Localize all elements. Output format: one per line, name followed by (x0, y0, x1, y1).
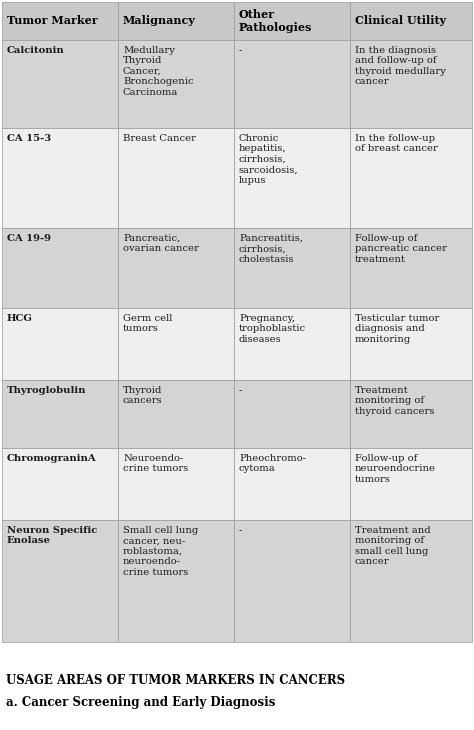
Text: -: - (239, 46, 242, 55)
Bar (234, 380, 350, 448)
Text: HCG: HCG (7, 314, 33, 323)
Text: Pancreatic,
ovarian cancer: Pancreatic, ovarian cancer (123, 234, 199, 253)
Text: Thyroid
cancers: Thyroid cancers (123, 386, 163, 405)
Text: In the diagnosis
and follow-up of
thyroid medullary
cancer: In the diagnosis and follow-up of thyroi… (355, 46, 446, 86)
Bar (350, 380, 472, 448)
Bar (118, 520, 234, 642)
Bar (234, 520, 350, 642)
Text: Medullary
Thyroid
Cancer,
Bronchogenic
Carcinoma: Medullary Thyroid Cancer, Bronchogenic C… (123, 46, 193, 96)
Text: Pancreatitis,
cirrhosis,
cholestasis: Pancreatitis, cirrhosis, cholestasis (239, 234, 303, 264)
Text: In the follow-up
of breast cancer: In the follow-up of breast cancer (355, 134, 438, 153)
Text: Breast Cancer: Breast Cancer (123, 134, 196, 143)
Bar (2, 448, 118, 520)
Text: Thyroglobulin: Thyroglobulin (7, 386, 86, 395)
Bar (2, 308, 118, 380)
Text: -: - (239, 386, 242, 395)
Bar (2, 380, 118, 448)
Bar (118, 380, 234, 448)
Bar (234, 308, 350, 380)
Bar (350, 128, 472, 228)
Bar (350, 308, 472, 380)
Text: Malignancy: Malignancy (123, 15, 196, 26)
Bar (350, 228, 472, 308)
Text: a. Cancer Screening and Early Diagnosis: a. Cancer Screening and Early Diagnosis (6, 696, 275, 709)
Text: Calcitonin: Calcitonin (7, 46, 65, 55)
Bar (234, 128, 350, 228)
Bar (350, 40, 472, 128)
Text: ChromograninA: ChromograninA (7, 454, 97, 463)
Text: Pregnancy,
trophoblastic
diseases: Pregnancy, trophoblastic diseases (239, 314, 306, 344)
Bar (118, 2, 234, 40)
Bar (2, 520, 118, 642)
Text: Tumor Marker: Tumor Marker (7, 15, 98, 26)
Text: CA 19-9: CA 19-9 (7, 234, 51, 243)
Bar (118, 448, 234, 520)
Bar (234, 40, 350, 128)
Bar (350, 520, 472, 642)
Text: Treatment
monitoring of
thyroid cancers: Treatment monitoring of thyroid cancers (355, 386, 434, 416)
Text: Other
Pathologies: Other Pathologies (239, 9, 312, 33)
Bar (118, 228, 234, 308)
Text: Clinical Utility: Clinical Utility (355, 15, 446, 26)
Bar (118, 40, 234, 128)
Text: Follow-up of
pancreatic cancer
treatment: Follow-up of pancreatic cancer treatment (355, 234, 447, 264)
Text: CA 15-3: CA 15-3 (7, 134, 51, 143)
Text: Neuron Specific
Enolase: Neuron Specific Enolase (7, 526, 97, 545)
Bar (2, 228, 118, 308)
Text: Pheochromo-
cytoma: Pheochromo- cytoma (239, 454, 306, 473)
Bar (2, 40, 118, 128)
Bar (234, 448, 350, 520)
Text: Chronic
hepatitis,
cirrhosis,
sarcoidosis,
lupus: Chronic hepatitis, cirrhosis, sarcoidosi… (239, 134, 299, 185)
Text: Follow-up of
neuroendocrine
tumors: Follow-up of neuroendocrine tumors (355, 454, 436, 484)
Bar (2, 2, 118, 40)
Text: -: - (239, 526, 242, 535)
Bar (350, 448, 472, 520)
Bar (234, 228, 350, 308)
Bar (118, 308, 234, 380)
Bar (234, 2, 350, 40)
Text: Neuroendo-
crine tumors: Neuroendo- crine tumors (123, 454, 188, 473)
Text: USAGE AREAS OF TUMOR MARKERS IN CANCERS: USAGE AREAS OF TUMOR MARKERS IN CANCERS (6, 674, 345, 687)
Bar (2, 128, 118, 228)
Bar (118, 128, 234, 228)
Text: Testicular tumor
diagnosis and
monitoring: Testicular tumor diagnosis and monitorin… (355, 314, 439, 344)
Text: Germ cell
tumors: Germ cell tumors (123, 314, 173, 334)
Text: Treatment and
monitoring of
small cell lung
cancer: Treatment and monitoring of small cell l… (355, 526, 430, 566)
Bar (350, 2, 472, 40)
Text: Small cell lung
cancer, neu-
roblastoma,
neuroendo-
crine tumors: Small cell lung cancer, neu- roblastoma,… (123, 526, 198, 577)
